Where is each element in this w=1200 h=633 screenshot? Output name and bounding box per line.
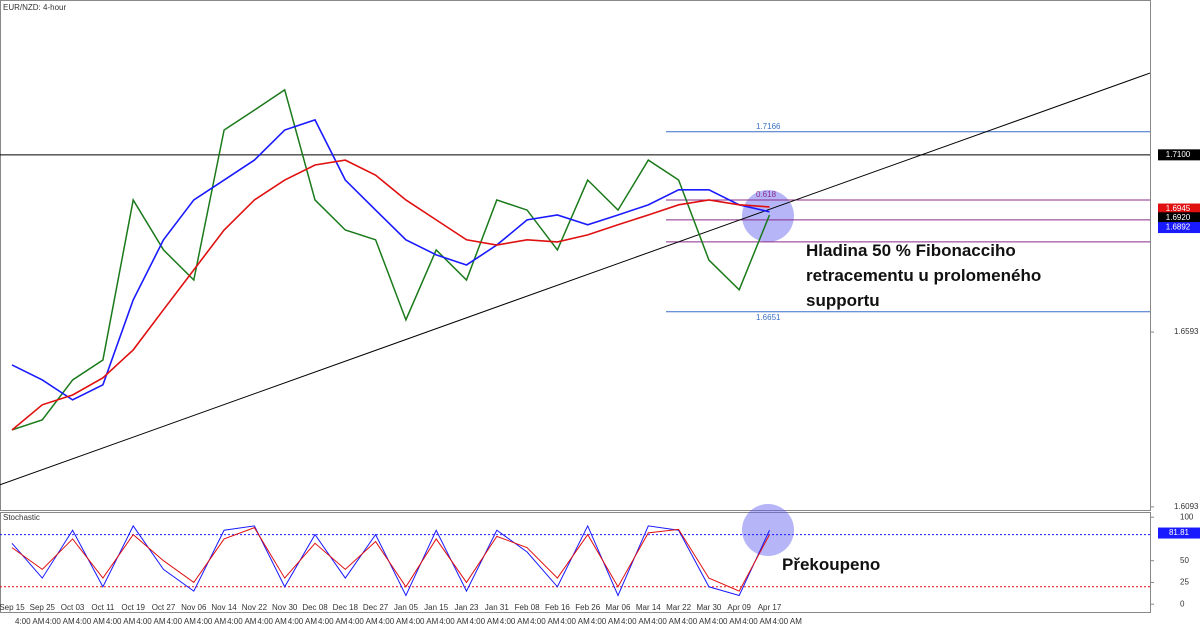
time-label: 4:00 AM — [742, 617, 772, 626]
stoch-title: Stochastic — [3, 513, 40, 522]
x-tick-label: Oct 19 — [121, 603, 145, 612]
time-label: 4:00 AM — [76, 617, 106, 626]
time-label: 4:00 AM — [439, 617, 469, 626]
time-label: 4:00 AM — [318, 617, 348, 626]
highlight — [742, 190, 794, 242]
fib-label: 1.7166 — [756, 122, 781, 131]
x-tick-label: Apr 17 — [758, 603, 782, 612]
series-line — [11, 159, 770, 431]
stoch-pane — [0, 512, 1151, 613]
series-line — [11, 88, 771, 431]
y-tick-label: 1.6593 — [1174, 327, 1199, 336]
annotation: Hladina 50 % Fibonacciho — [806, 241, 1016, 260]
y2-tick-label: 50 — [1180, 556, 1189, 565]
x-tick-label: Nov 14 — [211, 603, 237, 612]
stoch-current-box — [1158, 527, 1200, 539]
x-tick-label: Oct 27 — [152, 603, 176, 612]
time-label: 4:00 AM — [288, 617, 318, 626]
time-label: 4:00 AM — [136, 617, 166, 626]
x-tick-label: Apr 09 — [727, 603, 751, 612]
price-label: 1.7100 — [1166, 150, 1191, 159]
x-tick-label: Oct 11 — [91, 603, 115, 612]
time-label: 4:00 AM — [682, 617, 712, 626]
x-tick-label: Feb 16 — [545, 603, 570, 612]
time-label: 4:00 AM — [197, 617, 227, 626]
time-label: 4:00 AM — [591, 617, 621, 626]
time-label: 4:00 AM — [106, 617, 136, 626]
annotation: supportu — [806, 291, 880, 310]
x-tick-label: Sep 15 — [0, 603, 25, 612]
x-tick-label: Sep 25 — [30, 603, 56, 612]
price-label: 1.6892 — [1166, 223, 1191, 232]
fib-label: 0.618 — [756, 190, 777, 199]
trendline — [0, 72, 1151, 486]
price-label-box — [1158, 149, 1200, 161]
stoch-current-label: 81.81 — [1169, 528, 1190, 537]
time-label: 4:00 AM — [712, 617, 742, 626]
series-line — [11, 118, 770, 401]
annotation: retracementu u prolomeného — [806, 266, 1041, 285]
x-tick-label: Jan 31 — [485, 603, 510, 612]
x-tick-label: Nov 06 — [181, 603, 207, 612]
time-label: 4:00 AM — [470, 617, 500, 626]
stoch-line — [11, 527, 770, 592]
x-tick-label: Oct 03 — [61, 603, 85, 612]
price-label: 1.6920 — [1166, 213, 1191, 222]
chart-title: EUR/NZD: 4-hour — [3, 3, 66, 12]
time-label: 4:00 AM — [257, 617, 287, 626]
y2-tick-label: 0 — [1180, 599, 1185, 608]
time-label: 4:00 AM — [167, 617, 197, 626]
price-pane — [0, 0, 1151, 511]
stoch-line — [11, 524, 770, 597]
time-label: 4:00 AM — [15, 617, 45, 626]
x-tick-label: Nov 22 — [242, 603, 268, 612]
x-tick-label: Jan 05 — [394, 603, 419, 612]
fib-label: 1.6651 — [756, 313, 781, 322]
time-label: 4:00 AM — [500, 617, 530, 626]
x-tick-label: Mar 22 — [666, 603, 691, 612]
time-label: 4:00 AM — [379, 617, 409, 626]
x-tick-label: Mar 06 — [606, 603, 631, 612]
time-label: 4:00 AM — [621, 617, 651, 626]
y2-tick-label: 25 — [1180, 578, 1189, 587]
x-tick-label: Jan 15 — [424, 603, 449, 612]
x-tick-label: Feb 26 — [575, 603, 600, 612]
price-label: 1.6945 — [1166, 204, 1191, 213]
time-label: 4:00 AM — [560, 617, 590, 626]
price-label-box — [1158, 222, 1200, 234]
x-tick-label: Dec 18 — [333, 603, 359, 612]
y-tick-label: 1.6093 — [1174, 502, 1199, 511]
price-label-box — [1158, 203, 1200, 215]
y2-tick-label: 100 — [1180, 512, 1194, 521]
time-label: 4:00 AM — [45, 617, 75, 626]
time-label: 4:00 AM — [348, 617, 378, 626]
time-label: 4:00 AM — [773, 617, 803, 626]
price-label-box — [1158, 212, 1200, 224]
x-tick-label: Nov 30 — [272, 603, 298, 612]
annotation: Překoupeno — [782, 555, 880, 574]
x-tick-label: Dec 27 — [363, 603, 389, 612]
time-label: 4:00 AM — [227, 617, 257, 626]
highlight — [742, 504, 794, 556]
x-tick-label: Feb 08 — [515, 603, 540, 612]
x-tick-label: Mar 30 — [696, 603, 721, 612]
time-label: 4:00 AM — [409, 617, 439, 626]
x-tick-label: Mar 14 — [636, 603, 661, 612]
x-tick-label: Dec 08 — [302, 603, 328, 612]
x-tick-label: Jan 23 — [454, 603, 479, 612]
time-label: 4:00 AM — [651, 617, 681, 626]
time-label: 4:00 AM — [530, 617, 560, 626]
